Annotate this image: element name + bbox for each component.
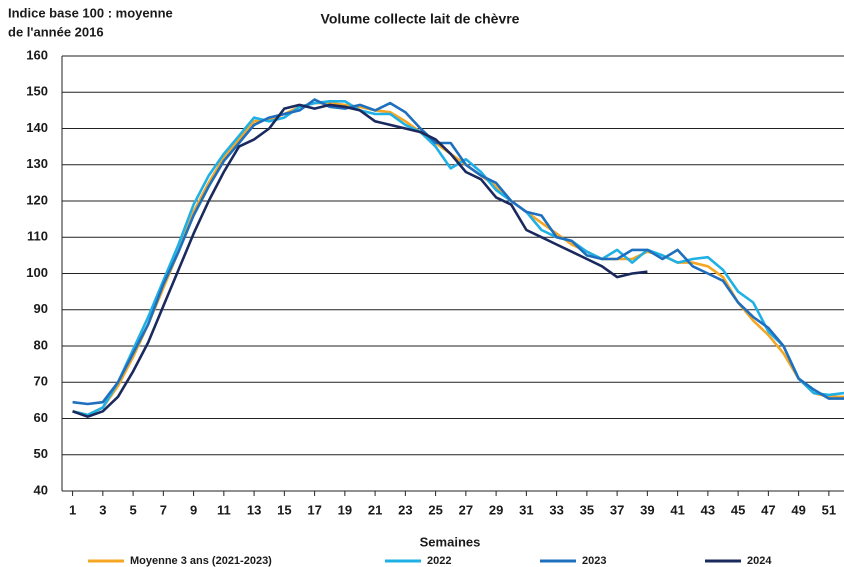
x-tick-label: 15 [277,502,291,517]
y-tick-label: 140 [26,120,48,135]
x-tick-label: 33 [549,502,563,517]
y-tick-label: 160 [26,47,48,62]
y-tick-label: 80 [34,337,48,352]
y-tick-label: 100 [26,265,48,280]
series-line [72,103,648,418]
x-tick-label: 47 [761,502,775,517]
x-tick-label: 1 [69,502,76,517]
x-tick-label: 13 [247,502,261,517]
x-tick-label: 17 [307,502,321,517]
series-line [72,98,844,406]
x-tick-label: 5 [129,502,136,517]
y-tick-label: 150 [26,84,48,99]
y-axis-label: de l'année 2016 [8,24,104,39]
x-tick-label: 41 [670,502,684,517]
series-line [72,100,844,417]
x-tick-label: 11 [217,502,231,517]
x-tick-label: 37 [610,502,624,517]
legend-label: 2024 [747,555,772,567]
y-tick-label: 60 [34,410,48,425]
series-line [72,101,844,417]
x-tick-label: 35 [580,502,594,517]
chart-title: Volume collecte lait de chèvre [321,11,520,27]
legend-label: 2023 [582,555,606,567]
x-tick-label: 23 [398,502,412,517]
y-axis-label: Indice base 100 : moyenne [8,5,173,20]
x-tick-label: 27 [459,502,473,517]
y-tick-label: 50 [34,446,48,461]
y-tick-label: 130 [26,156,48,171]
y-tick-label: 70 [34,374,48,389]
x-tick-label: 43 [701,502,715,517]
y-tick-label: 120 [26,192,48,207]
x-tick-label: 19 [338,502,352,517]
x-tick-label: 21 [368,502,382,517]
x-axis-label: Semaines [420,534,481,549]
x-tick-label: 7 [160,502,167,517]
x-tick-label: 45 [731,502,745,517]
x-tick-label: 9 [190,502,197,517]
y-tick-label: 40 [34,482,48,497]
x-tick-label: 29 [489,502,503,517]
x-tick-label: 39 [640,502,654,517]
y-tick-label: 110 [27,229,48,244]
x-tick-label: 31 [519,502,533,517]
x-tick-label: 3 [99,502,106,517]
legend-label: Moyenne 3 ans (2021-2023) [130,555,272,567]
x-tick-label: 25 [428,502,442,517]
x-tick-label: 51 [822,502,836,517]
legend-label: 2022 [427,555,451,567]
y-tick-label: 90 [34,301,48,316]
x-tick-label: 49 [791,502,805,517]
